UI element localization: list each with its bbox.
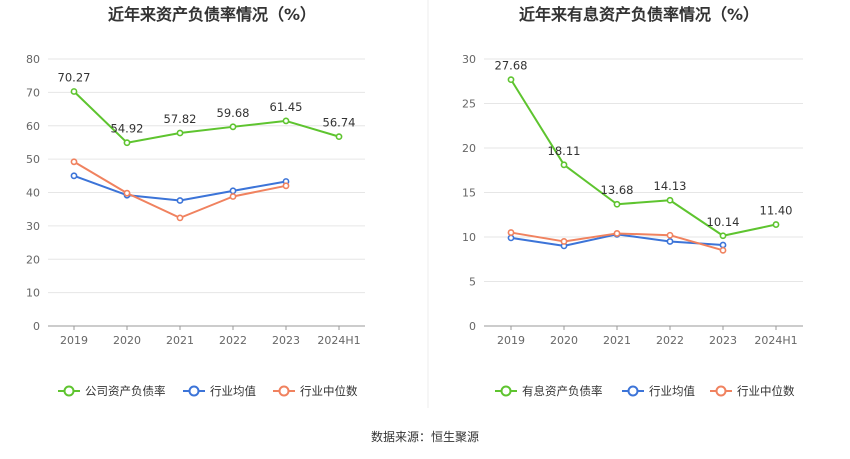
data-point [282, 117, 290, 125]
x-tick-label: 2021 [166, 334, 194, 347]
data-point [560, 161, 568, 169]
legend-label: 行业均值 [210, 384, 256, 398]
y-tick-label: 0 [469, 320, 476, 333]
data-label: 14.13 [654, 179, 687, 193]
data-label: 11.40 [760, 204, 793, 218]
data-label: 57.82 [164, 112, 197, 126]
data-label: 27.68 [495, 59, 528, 73]
data-point [282, 182, 290, 190]
series-line [73, 90, 340, 144]
data-point [613, 230, 621, 237]
data-point [507, 234, 515, 242]
interest-bearing-debt-ratio-chart: 近年来有息资产负债率情况（%） 0 5 10 15 20 25 30 2019 2020 2021… [462, 5, 803, 398]
x-tick-label: 2021 [603, 334, 631, 347]
chart-title: 近年来资产负债率情况（%） [108, 5, 316, 24]
data-label: 54.92 [111, 122, 144, 136]
debt-ratio-chart: 近年来资产负债率情况（%） 0 10 20 30 40 50 60 70 80 2019 2020 2… [26, 5, 365, 398]
x-tick-label: 2024H1 [754, 334, 797, 347]
y-tick-label: 50 [26, 153, 40, 166]
data-point [666, 238, 674, 245]
x-tick-label: 2019 [497, 334, 525, 347]
y-tick-label: 70 [26, 86, 40, 99]
data-point [123, 189, 131, 197]
data-point [772, 221, 780, 228]
data-point [70, 158, 78, 166]
data-point [229, 193, 237, 200]
y-tick-label: 10 [26, 287, 40, 300]
data-point [70, 172, 78, 180]
legend-swatch-marker [63, 385, 75, 397]
data-point [719, 241, 727, 249]
legend-swatch-marker [627, 385, 639, 397]
y-tick-label: 20 [462, 142, 476, 155]
legend-swatch-marker [715, 385, 727, 397]
source-note: 数据来源：恒生聚源 [371, 429, 479, 444]
data-point [666, 231, 674, 239]
legend-label: 行业中位数 [300, 384, 358, 398]
data-point [507, 76, 515, 84]
data-point [70, 88, 78, 95]
data-label: 70.27 [58, 70, 91, 84]
legend-label: 有息资产负债率 [522, 384, 603, 398]
series-line [73, 160, 287, 219]
y-tick-label: 40 [26, 187, 40, 200]
data-point [719, 246, 727, 254]
legend-label: 公司资产负债率 [85, 384, 166, 398]
data-label: 61.45 [270, 100, 303, 114]
y-tick-label: 25 [462, 98, 476, 111]
legend-swatch-marker [278, 385, 290, 397]
legend-swatch-marker [188, 385, 200, 397]
y-tick-label: 30 [26, 220, 40, 233]
x-tick-label: 2020 [550, 334, 578, 347]
data-point [560, 238, 568, 245]
data-point [123, 139, 131, 147]
x-tick-label: 2022 [219, 334, 247, 347]
y-tick-label: 80 [26, 53, 40, 66]
x-tick-label: 2019 [60, 334, 88, 347]
data-point [666, 196, 674, 204]
x-tick-label: 2023 [709, 334, 737, 347]
y-tick-label: 15 [462, 187, 476, 200]
data-label: 10.14 [707, 215, 740, 229]
data-label: 59.68 [217, 106, 250, 120]
legend-swatch-marker [500, 385, 512, 397]
data-point [335, 133, 343, 141]
x-tick-label: 2024H1 [317, 334, 360, 347]
x-tick-label: 2022 [656, 334, 684, 347]
y-tick-label: 20 [26, 253, 40, 266]
y-tick-label: 60 [26, 120, 40, 133]
data-point [613, 200, 621, 208]
data-point [229, 123, 237, 131]
chart-title: 近年来有息资产负债率情况（%） [519, 5, 759, 24]
series-line [510, 79, 777, 237]
data-point [507, 229, 515, 236]
legend-label: 行业中位数 [737, 384, 795, 398]
data-point [176, 214, 184, 222]
y-tick-label: 10 [462, 231, 476, 244]
data-label: 56.74 [323, 116, 356, 130]
data-point [176, 197, 184, 204]
data-label: 13.68 [601, 183, 634, 197]
data-point [176, 129, 184, 137]
x-tick-label: 2023 [272, 334, 300, 347]
y-tick-label: 0 [33, 320, 40, 333]
data-point [229, 187, 237, 195]
data-point [719, 232, 727, 240]
data-label: 18.11 [548, 144, 581, 158]
x-tick-label: 2020 [113, 334, 141, 347]
y-tick-label: 5 [469, 276, 476, 289]
legend-label: 行业均值 [649, 384, 695, 398]
y-tick-label: 30 [462, 53, 476, 66]
